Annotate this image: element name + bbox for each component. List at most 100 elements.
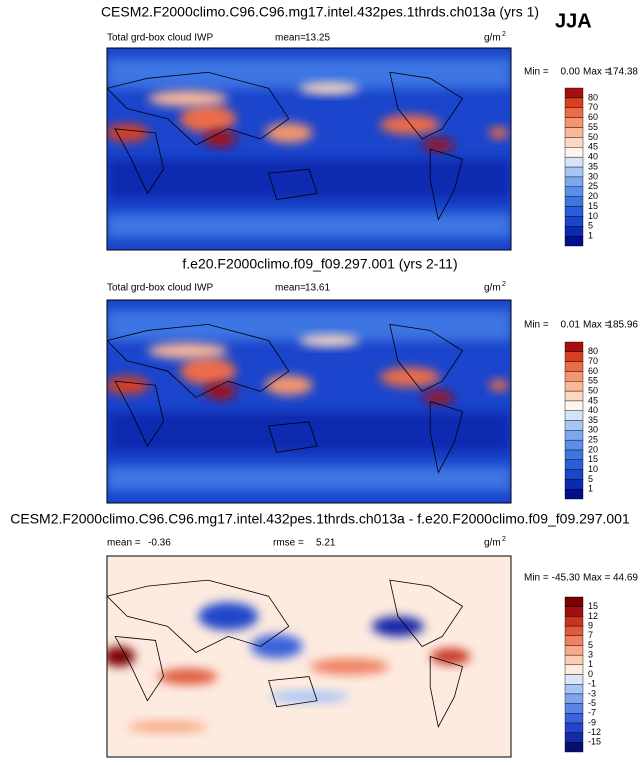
- colorbar-box: [564, 226, 584, 237]
- coastline: [429, 400, 464, 474]
- colorbar-label: -9: [588, 717, 596, 727]
- colorbar-box: [564, 87, 584, 99]
- max-label: Max =: [583, 573, 611, 584]
- colorbar-box: [564, 166, 584, 178]
- colorbar-box: [564, 654, 584, 666]
- colorbar-label: 25: [588, 181, 598, 191]
- coastline: [107, 71, 290, 146]
- units-sup: 2: [502, 31, 506, 38]
- colorbar-label: -12: [588, 727, 601, 737]
- coastline: [114, 380, 164, 447]
- colorbar-box: [564, 439, 584, 451]
- min-label: Min =: [524, 320, 549, 331]
- field-blob: [371, 616, 424, 637]
- colorbar-box: [564, 635, 584, 646]
- colorbar-box: [564, 127, 584, 138]
- field-blob: [107, 376, 150, 395]
- colorbar-label: 55: [588, 376, 598, 386]
- band: [107, 411, 511, 453]
- field-blob: [309, 658, 390, 675]
- field-blob: [430, 648, 471, 665]
- colorbar-box: [564, 469, 584, 480]
- colorbar-label: 5: [588, 221, 593, 231]
- colorbar-label: 50: [588, 385, 598, 395]
- colorbar-label: 10: [588, 464, 598, 474]
- colorbar-label: -7: [588, 708, 596, 718]
- coastline: [114, 635, 164, 702]
- units: g/m: [484, 283, 501, 294]
- left-label: Total grd-box cloud IWP: [107, 33, 213, 44]
- field-blob: [107, 123, 150, 142]
- colorbar-box: [564, 732, 584, 743]
- field-blob: [422, 138, 455, 151]
- band: [107, 159, 511, 200]
- coastline: [268, 676, 318, 708]
- field-blob: [380, 114, 440, 135]
- map-field: [107, 556, 511, 757]
- colorbar-label: 10: [588, 211, 598, 221]
- colorbar-label: 80: [588, 92, 598, 102]
- colorbar-box: [564, 625, 584, 636]
- colorbar-label: 9: [588, 620, 593, 630]
- coastline: [268, 421, 318, 453]
- stat-value: -0.36: [148, 538, 171, 549]
- stat-value: 13.25: [305, 33, 330, 44]
- colorbar-label: 12: [588, 611, 598, 621]
- colorbar-box: [564, 196, 584, 207]
- panel-title: f.e20.F2000climo.f09_f09.297.001 (yrs 2-…: [182, 256, 457, 272]
- colorbar-label: -5: [588, 698, 596, 708]
- panel-title: CESM2.F2000climo.C96.C96.mg17.intel.432p…: [101, 4, 539, 20]
- band: [107, 310, 511, 341]
- colorbar-box: [564, 371, 584, 382]
- colorbar-label: 0: [588, 669, 593, 679]
- band: [107, 466, 511, 491]
- field-blob: [107, 646, 136, 667]
- field-blob: [180, 104, 236, 133]
- field-blob: [422, 391, 455, 404]
- panel-title: CESM2.F2000climo.C96.C96.mg17.intel.432p…: [10, 511, 630, 527]
- colorbar-label: 20: [588, 444, 598, 454]
- colorbar-box: [564, 616, 584, 627]
- coastline: [107, 323, 290, 398]
- colorbar-label: -15: [588, 737, 601, 747]
- colorbar-box: [564, 137, 584, 148]
- season-label: JJA: [555, 10, 592, 32]
- colorbar-label: 20: [588, 191, 598, 201]
- colorbar-box: [564, 479, 584, 490]
- colorbar-label: 3: [588, 650, 593, 660]
- colorbar-box: [564, 488, 584, 500]
- field-blob: [147, 90, 228, 107]
- colorbar-box: [564, 703, 584, 714]
- field-blob: [299, 334, 360, 347]
- colorbar-label: 35: [588, 415, 598, 425]
- colorbar-label: 7: [588, 630, 593, 640]
- field-blob: [147, 342, 228, 359]
- coastline: [268, 168, 318, 200]
- max-value: 174.38: [607, 67, 638, 78]
- min-label: Min =: [524, 573, 549, 584]
- colorbar-label: 70: [588, 356, 598, 366]
- map-frame: [106, 555, 512, 758]
- colorbar-box: [564, 97, 584, 108]
- band: [107, 213, 511, 238]
- colorbar-box: [564, 410, 584, 421]
- field-blob: [250, 634, 303, 659]
- colorbar-label: 1: [588, 231, 593, 241]
- colorbar-label: 1: [588, 659, 593, 669]
- coastline: [114, 128, 164, 195]
- colorbar-label: 45: [588, 395, 598, 405]
- colorbar-label: 35: [588, 161, 598, 171]
- max-value: 44.69: [613, 573, 638, 584]
- band: [107, 58, 511, 89]
- field-blob: [380, 367, 440, 388]
- colorbar-box: [564, 117, 584, 128]
- colorbar-label: 80: [588, 346, 598, 356]
- coastline: [389, 579, 464, 647]
- colorbar-box: [564, 430, 584, 441]
- colorbar-label: 1: [588, 484, 593, 494]
- max-label: Max =: [583, 320, 611, 331]
- map-frame: [106, 299, 512, 504]
- field-blob: [299, 82, 360, 95]
- colorbar-box: [564, 459, 584, 470]
- colorbar-box: [564, 341, 584, 353]
